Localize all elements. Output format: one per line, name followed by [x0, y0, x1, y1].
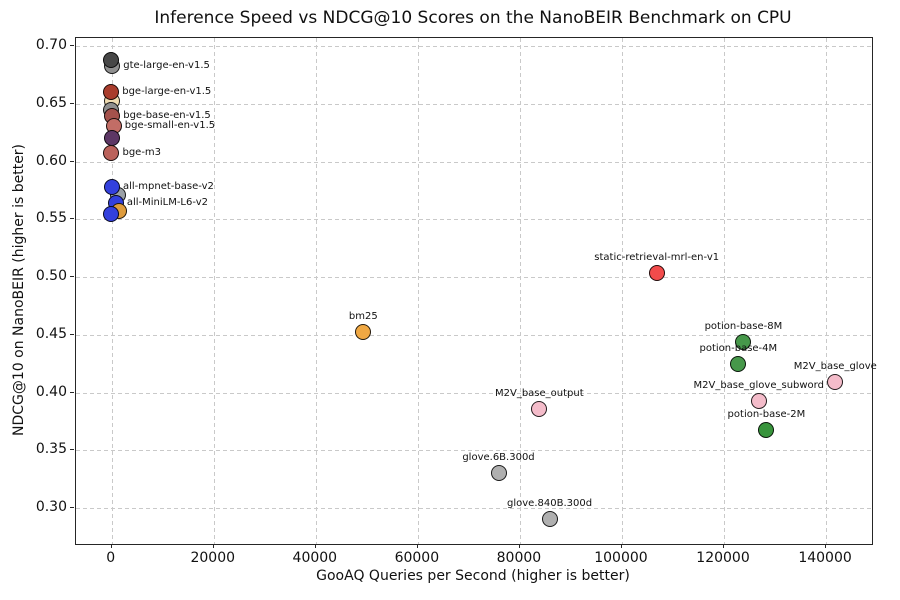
grid-line-horizontal: [76, 392, 872, 394]
grid-line-vertical: [724, 38, 726, 544]
grid-line-horizontal: [76, 161, 872, 163]
y-axis-tick: [70, 276, 74, 278]
grid-line-horizontal: [76, 450, 872, 452]
chart-title: Inference Speed vs NDCG@10 Scores on the…: [154, 8, 792, 28]
y-axis-tick: [70, 45, 74, 47]
y-axis-tick: [70, 160, 74, 162]
grid-line-vertical: [826, 38, 828, 544]
grid-line-vertical: [417, 38, 419, 544]
x-tick-label: 140000: [798, 550, 852, 566]
x-tick-label: 20000: [190, 550, 236, 566]
y-axis-tick: [70, 391, 74, 393]
y-axis-tick: [70, 507, 74, 509]
grid-line-horizontal: [76, 277, 872, 279]
grid-line-vertical: [111, 38, 113, 544]
x-axis-label: GooAQ Queries per Second (higher is bett…: [316, 568, 630, 584]
grid-line-vertical: [519, 38, 521, 544]
grid-line-horizontal: [76, 46, 872, 48]
grid-line-vertical: [315, 38, 317, 544]
y-axis-tick: [70, 102, 74, 104]
grid-line-horizontal: [76, 334, 872, 336]
y-axis-tick: [70, 333, 74, 335]
x-tick-label: 120000: [696, 550, 750, 566]
x-tick-label: 0: [106, 550, 116, 566]
grid-line-horizontal: [76, 219, 872, 221]
grid-line-horizontal: [76, 103, 872, 105]
grid-line-vertical: [621, 38, 623, 544]
grid-line-vertical: [213, 38, 215, 544]
y-axis-label: NDCG@10 on NanoBEIR (higher is better): [11, 143, 27, 437]
grid-line-horizontal: [76, 508, 872, 510]
x-tick-label: 60000: [394, 550, 440, 566]
x-tick-label: 40000: [292, 550, 338, 566]
y-axis-tick: [70, 218, 74, 220]
x-tick-label: 80000: [496, 550, 542, 566]
y-axis-tick: [70, 449, 74, 451]
plot-area: [75, 37, 873, 545]
x-tick-label: 100000: [594, 550, 648, 566]
